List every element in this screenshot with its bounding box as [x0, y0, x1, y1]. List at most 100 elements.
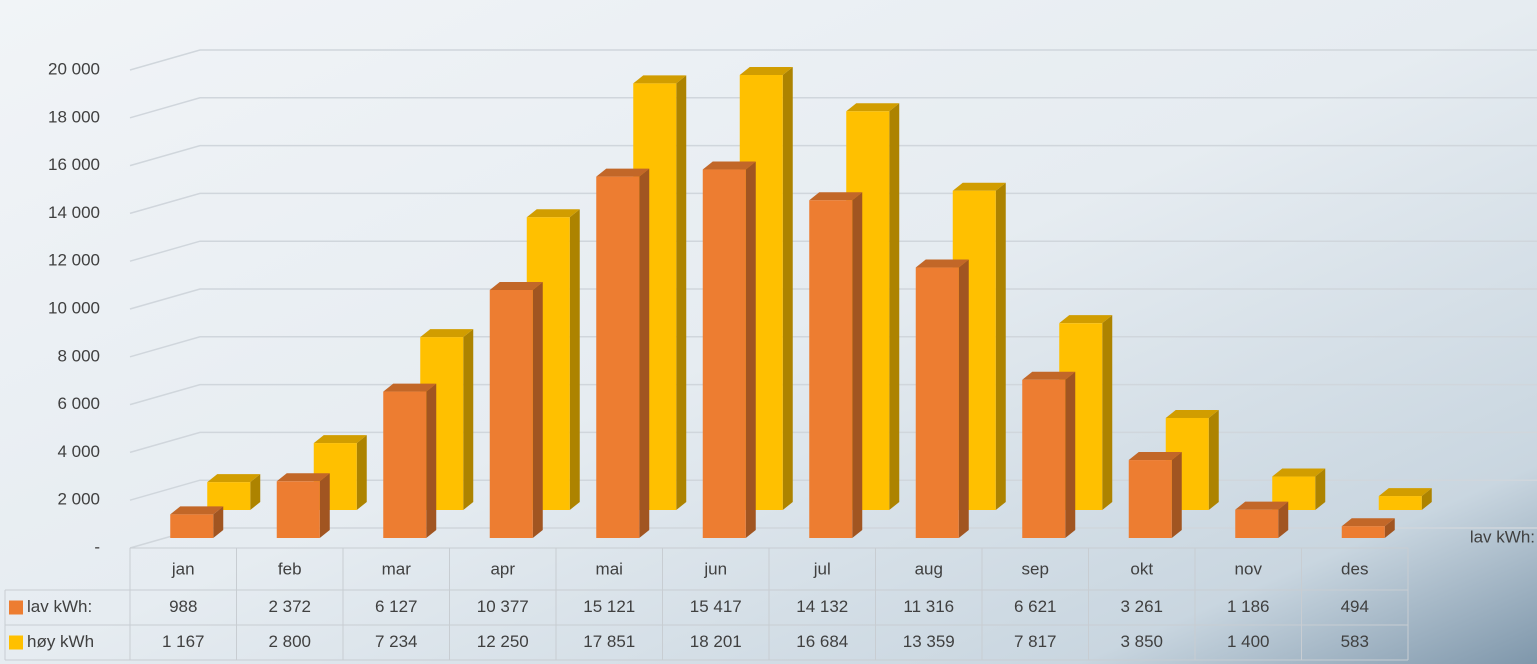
legend-swatch — [9, 635, 23, 650]
grid-line — [129, 192, 1537, 215]
bar-side — [356, 435, 367, 510]
bar-top — [633, 75, 687, 84]
x-tick-label: sep — [1022, 559, 1049, 578]
bar — [596, 176, 640, 538]
bar — [915, 267, 959, 538]
bar-side — [1278, 501, 1289, 538]
table-value: 18 201 — [690, 632, 742, 651]
bar-side — [250, 474, 261, 510]
bar — [1022, 379, 1066, 538]
bar-side — [1065, 371, 1076, 538]
bar-top — [1128, 452, 1182, 461]
table-value: 11 316 — [903, 597, 954, 616]
table-value: 1 400 — [1227, 632, 1270, 651]
table-value: 10 377 — [477, 597, 529, 616]
bar-side — [782, 66, 793, 511]
x-tick-label: des — [1341, 559, 1368, 578]
legend-label: lav kWh: — [27, 597, 92, 616]
y-tick-label: 6 000 — [57, 394, 100, 413]
bar-side — [676, 75, 687, 511]
bar — [1235, 509, 1279, 538]
table-value: 3 850 — [1120, 632, 1163, 651]
bar-side — [745, 161, 756, 539]
y-tick-label: 16 000 — [48, 155, 100, 174]
bar-top — [489, 281, 543, 290]
bar-side — [1102, 315, 1113, 510]
y-tick-label: 4 000 — [57, 442, 100, 461]
table-value: 1 186 — [1227, 597, 1270, 616]
bar-top — [276, 473, 330, 482]
x-tick-label: jun — [703, 559, 727, 578]
table-value: 6 621 — [1014, 597, 1057, 616]
bar-top — [1165, 409, 1219, 418]
table-value: 6 127 — [375, 597, 418, 616]
x-tick-label: mai — [596, 559, 623, 578]
grid-line — [129, 144, 1537, 167]
x-tick-label: jul — [813, 559, 831, 578]
y-tick-label: 8 000 — [57, 346, 100, 365]
y-tick-label: 12 000 — [48, 251, 100, 270]
bar — [702, 169, 746, 539]
x-tick-label: mar — [382, 559, 412, 578]
legend-label: høy kWh — [27, 632, 94, 651]
grid-line — [129, 288, 1537, 310]
bar-top — [1272, 468, 1326, 477]
x-tick-label: jan — [171, 559, 195, 578]
bar-side — [1384, 518, 1395, 538]
grid-line — [129, 97, 1537, 119]
bar-side — [463, 329, 474, 510]
bar — [1378, 496, 1422, 510]
bar-side — [852, 192, 863, 539]
table-value: 17 851 — [583, 632, 635, 651]
bar-top — [952, 182, 1006, 191]
bar — [207, 482, 251, 510]
table-value: 494 — [1341, 597, 1369, 616]
bar-top — [313, 435, 367, 444]
bar-side — [1208, 409, 1219, 510]
bar-top — [915, 259, 969, 268]
bar-top — [170, 506, 224, 515]
bar — [170, 514, 214, 538]
bar — [489, 289, 533, 538]
grid-line — [129, 240, 1537, 262]
y-tick-label: 18 000 — [48, 107, 100, 126]
bar-top — [809, 192, 863, 201]
bar-top — [526, 209, 580, 218]
table-value: 3 261 — [1120, 597, 1163, 616]
bar — [1341, 526, 1385, 538]
bar — [383, 391, 427, 538]
bar-top — [383, 383, 437, 392]
table-value: 14 132 — [796, 597, 848, 616]
bar-top — [420, 329, 474, 338]
bar — [809, 200, 853, 539]
bar-top — [702, 161, 756, 170]
y-tick-label: 2 000 — [57, 490, 100, 509]
x-tick-label: aug — [915, 559, 943, 578]
x-tick-label: feb — [278, 559, 302, 578]
bar — [1128, 460, 1172, 538]
bar-side — [995, 182, 1006, 510]
table-value: 988 — [169, 597, 197, 616]
grid-line — [129, 49, 1537, 71]
bar-side — [958, 259, 969, 538]
table-value: 2 372 — [268, 597, 311, 616]
bar-top — [207, 474, 261, 483]
bar-side — [319, 473, 330, 538]
x-tick-label: okt — [1130, 559, 1153, 578]
bar-top — [1341, 518, 1395, 527]
bar-top — [1235, 501, 1289, 510]
bar-side — [1171, 452, 1182, 538]
table-value: 13 359 — [903, 632, 955, 651]
table-value: 12 250 — [477, 632, 529, 651]
y-tick-label: 10 000 — [48, 298, 100, 317]
bar-side — [639, 168, 650, 538]
y-tick-label: - — [94, 537, 100, 556]
table-value: 15 417 — [690, 597, 742, 616]
bar-top — [1059, 315, 1113, 324]
legend-swatch — [9, 600, 23, 615]
table-value: 1 167 — [162, 632, 205, 651]
y-tick-label: 14 000 — [48, 203, 100, 222]
bar-side — [889, 103, 900, 510]
x-tick-label: nov — [1235, 559, 1263, 578]
